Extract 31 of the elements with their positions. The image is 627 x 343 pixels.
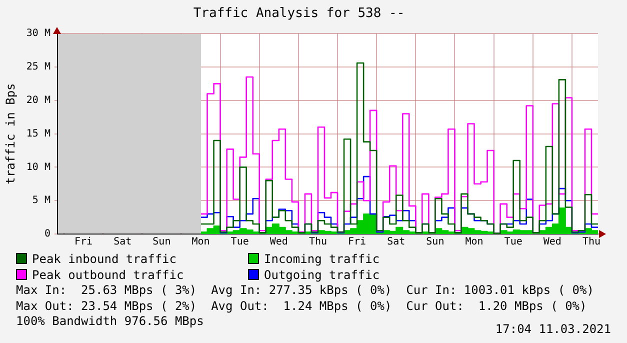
legend-label: Peak inbound traffic [32, 252, 176, 266]
x-tick-label: Wed [543, 236, 562, 248]
x-tick-label: Thu [582, 236, 601, 248]
y-tick-label: 25 M [26, 62, 50, 73]
text: 100% Bandwidth 976.56 MBps [16, 314, 204, 328]
y-tick-label: 15 M [26, 128, 50, 140]
x-tick-label: Mon [192, 236, 210, 248]
x-tick-label: Tue [230, 236, 249, 248]
x-tick-label: Fri [348, 236, 366, 248]
chart-title: Traffic Analysis for 538 -- [193, 6, 405, 22]
x-tick-label: Tue [504, 236, 522, 248]
legend-label: Outgoing traffic [264, 268, 380, 282]
x-tick-label: Thu [308, 236, 328, 248]
x-tick-label: Mon [465, 236, 484, 248]
x-tick-label: Fri [74, 236, 93, 248]
y-tick-label: 0 [44, 228, 50, 240]
y-tick-label: 10 M [26, 162, 50, 173]
y-tick-label: 5 M [32, 195, 50, 206]
x-tick-label: Sat [114, 236, 132, 248]
text: 17:04 11.03.2021 [495, 322, 611, 336]
y-tick-label: 30 M [26, 28, 50, 40]
y-axis-title: traffic in Bps [3, 83, 18, 184]
y-tick-label: 20 M [26, 94, 50, 106]
text: Max Out: 23.54 MBps ( 2%) Avg Out: 1.24 MBps ( 0%) Cur Out: 1.20 MBps ( 0%) [16, 298, 588, 314]
legend-label: Incoming traffic [264, 252, 380, 266]
text: Max In: 25.63 MBps ( 3%) Avg In: 277.35 kBps ( 0%) Cur In: 1003.01 kBps ( 0%) [16, 283, 594, 298]
x-tick-label: Wed [270, 236, 288, 248]
x-tick-label: Sun [426, 236, 444, 248]
legend-label: Peak outbound traffic [32, 268, 184, 282]
x-tick-label: Sat [387, 236, 406, 248]
x-tick-label: Sun [152, 236, 171, 248]
